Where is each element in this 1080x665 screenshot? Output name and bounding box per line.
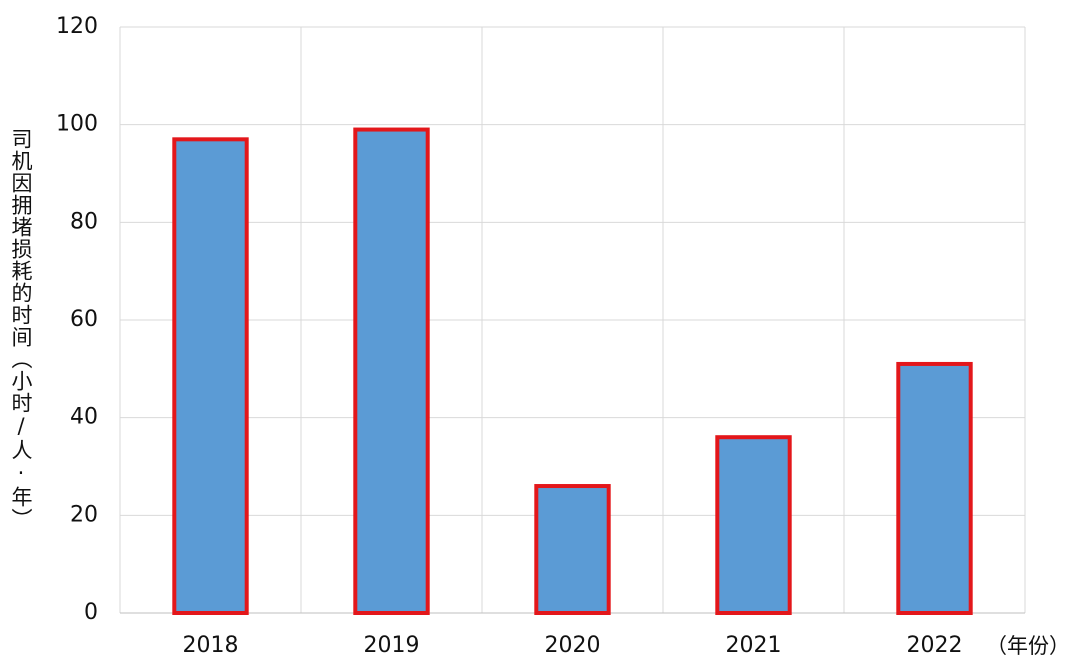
x-axis-label: （年份） [986,634,1070,658]
x-tick-label: 2021 [726,633,782,658]
x-tick-label: 2022 [907,633,963,658]
y-tick-label: 80 [70,209,98,234]
y-axis-label: 司机因拥堵损耗的时间（小时/人·年） [9,128,33,530]
y-tick-label: 20 [70,502,98,527]
y-tick-label: 60 [70,307,98,332]
x-tick-label: 2019 [364,633,420,658]
bar [534,484,611,615]
bar [715,435,792,616]
bar [353,127,430,616]
y-tick-label: 0 [84,600,98,625]
y-tick-label: 100 [56,112,98,137]
bar [896,361,973,616]
y-tick-label: 40 [70,405,98,430]
x-tick-label: 2018 [183,633,239,658]
x-tick-label: 2020 [545,633,601,658]
y-tick-label: 120 [56,14,98,39]
bar [172,137,249,615]
